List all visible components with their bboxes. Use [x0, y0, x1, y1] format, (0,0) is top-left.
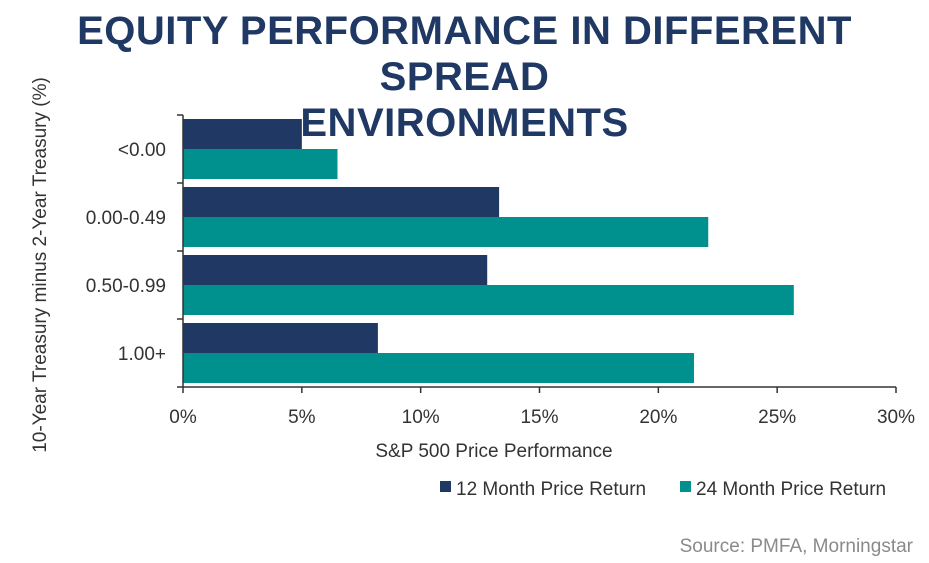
- x-ticks-group: 0% 5% 10% 15% 20% 25% 30%: [169, 387, 915, 428]
- bars-group: [183, 119, 794, 383]
- chart-title-line-1: EQUITY PERFORMANCE IN DIFFERENT SPREAD: [77, 9, 852, 99]
- legend-swatch-12-month: [440, 481, 451, 492]
- source-note: Source: PMFA, Morningstar: [680, 536, 914, 557]
- x-tick-label: 10%: [402, 407, 440, 428]
- y-tick-label: 0.50-0.99: [86, 276, 166, 297]
- x-tick-label: 15%: [520, 407, 558, 428]
- y-tick-label: 1.00+: [118, 344, 166, 365]
- x-axis-title: S&P 500 Price Performance: [375, 441, 612, 462]
- chart-title: EQUITY PERFORMANCE IN DIFFERENT SPREAD E…: [0, 8, 929, 146]
- y-tick-label: 0.00-0.49: [86, 208, 166, 229]
- legend: 12 Month Price Return 24 Month Price Ret…: [440, 479, 886, 500]
- x-tick-label: 25%: [758, 407, 796, 428]
- x-tick-label: 0%: [169, 407, 197, 428]
- x-tick-label: 30%: [877, 407, 915, 428]
- legend-label-12-month: 12 Month Price Return: [456, 479, 646, 500]
- bar-24-month-0: [183, 149, 338, 179]
- legend-swatch-24-month: [680, 481, 691, 492]
- bar-12-month-0: [183, 119, 302, 149]
- bar-12-month-3: [183, 323, 378, 353]
- y-ticks-group: <0.00 0.00-0.49 0.50-0.99 1.00+: [86, 114, 183, 388]
- bar-12-month-2: [183, 255, 488, 285]
- bar-24-month-1: [183, 217, 709, 247]
- bar-24-month-2: [183, 285, 794, 315]
- x-tick-label: 5%: [288, 407, 316, 428]
- bar-12-month-1: [183, 187, 500, 217]
- x-tick-label: 20%: [639, 407, 677, 428]
- bar-24-month-3: [183, 353, 694, 383]
- chart-title-line-2: ENVIRONMENTS: [300, 101, 629, 145]
- y-tick-label: <0.00: [118, 140, 166, 161]
- legend-label-24-month: 24 Month Price Return: [696, 479, 886, 500]
- y-axis-title: 10-Year Treasury minus 2-Year Treasury (…: [30, 77, 51, 453]
